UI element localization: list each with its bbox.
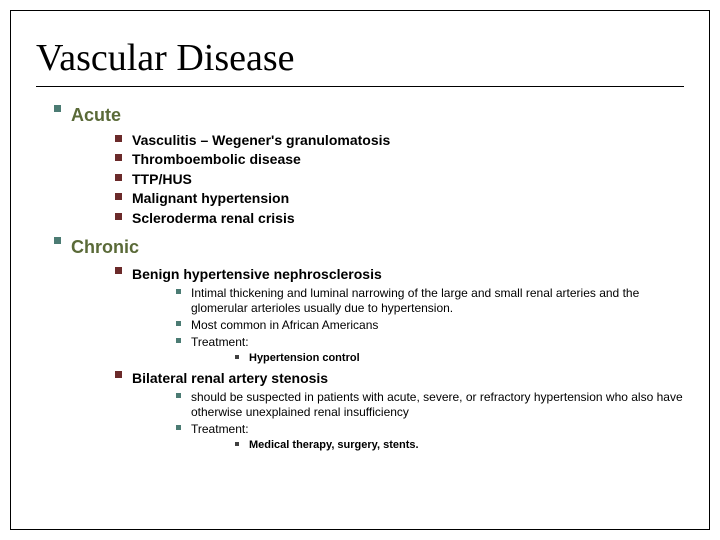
list-item: should be suspected in patients with acu…	[176, 389, 684, 421]
item-text: Treatment:	[191, 422, 684, 437]
bullet-icon	[235, 355, 239, 359]
list-item: Medical therapy, surgery, stents.	[235, 438, 684, 454]
bullet-icon	[115, 154, 122, 161]
subsection-bras: Bilateral renal artery stenosis should b…	[115, 367, 684, 454]
item-text: Most common in African Americans	[191, 318, 378, 333]
list-item: Vasculitis – Wegener's granulomatosis	[115, 131, 684, 151]
item-text: Intimal thickening and luminal narrowing…	[191, 286, 684, 316]
section-label: Chronic	[71, 236, 684, 259]
subsection-bhn: Benign hypertensive nephrosclerosis Inti…	[115, 263, 684, 367]
list-item: Treatment: Hypertension control	[176, 334, 684, 367]
item-text: should be suspected in patients with acu…	[191, 390, 684, 420]
bullet-icon	[115, 213, 122, 220]
bullet-icon	[176, 289, 181, 294]
slide: Vascular Disease Acute Vasculitis – Wege…	[0, 0, 720, 540]
list-item: TTP/HUS	[115, 170, 684, 190]
bullet-icon	[235, 442, 239, 446]
bullet-icon	[115, 135, 122, 142]
list-item: Thromboembolic disease	[115, 150, 684, 170]
item-text: Medical therapy, surgery, stents.	[249, 439, 419, 453]
section-acute: Acute Vasculitis – Wegener's granulomato…	[54, 101, 684, 228]
section-label: Acute	[71, 104, 684, 127]
item-text: Hypertension control	[249, 352, 360, 366]
list-item: Intimal thickening and luminal narrowing…	[176, 285, 684, 317]
list-item: Most common in African Americans	[176, 317, 684, 334]
section-chronic: Chronic Benign hypertensive nephrosclero…	[54, 233, 684, 454]
slide-title: Vascular Disease	[36, 36, 684, 87]
list-item: Scleroderma renal crisis	[115, 209, 684, 229]
bullet-icon	[115, 267, 122, 274]
item-text: Vasculitis – Wegener's granulomatosis	[132, 132, 390, 150]
item-text: Scleroderma renal crisis	[132, 210, 295, 228]
bullet-icon	[115, 174, 122, 181]
bullet-icon	[176, 393, 181, 398]
subsection-label: Bilateral renal artery stenosis	[132, 370, 684, 388]
bullet-icon	[115, 371, 122, 378]
bullet-icon	[54, 105, 61, 112]
bullet-icon	[54, 237, 61, 244]
bullet-icon	[115, 193, 122, 200]
bullet-icon	[176, 425, 181, 430]
item-text: Malignant hypertension	[132, 190, 289, 208]
list-item: Treatment: Medical therapy, surgery, ste…	[176, 421, 684, 454]
subsection-label: Benign hypertensive nephrosclerosis	[132, 266, 684, 284]
list-item: Malignant hypertension	[115, 189, 684, 209]
item-text: TTP/HUS	[132, 171, 192, 189]
list-item: Hypertension control	[235, 351, 684, 367]
bullet-icon	[176, 321, 181, 326]
bullet-icon	[176, 338, 181, 343]
outline-root: Acute Vasculitis – Wegener's granulomato…	[36, 101, 684, 454]
item-text: Treatment:	[191, 335, 684, 350]
item-text: Thromboembolic disease	[132, 151, 301, 169]
